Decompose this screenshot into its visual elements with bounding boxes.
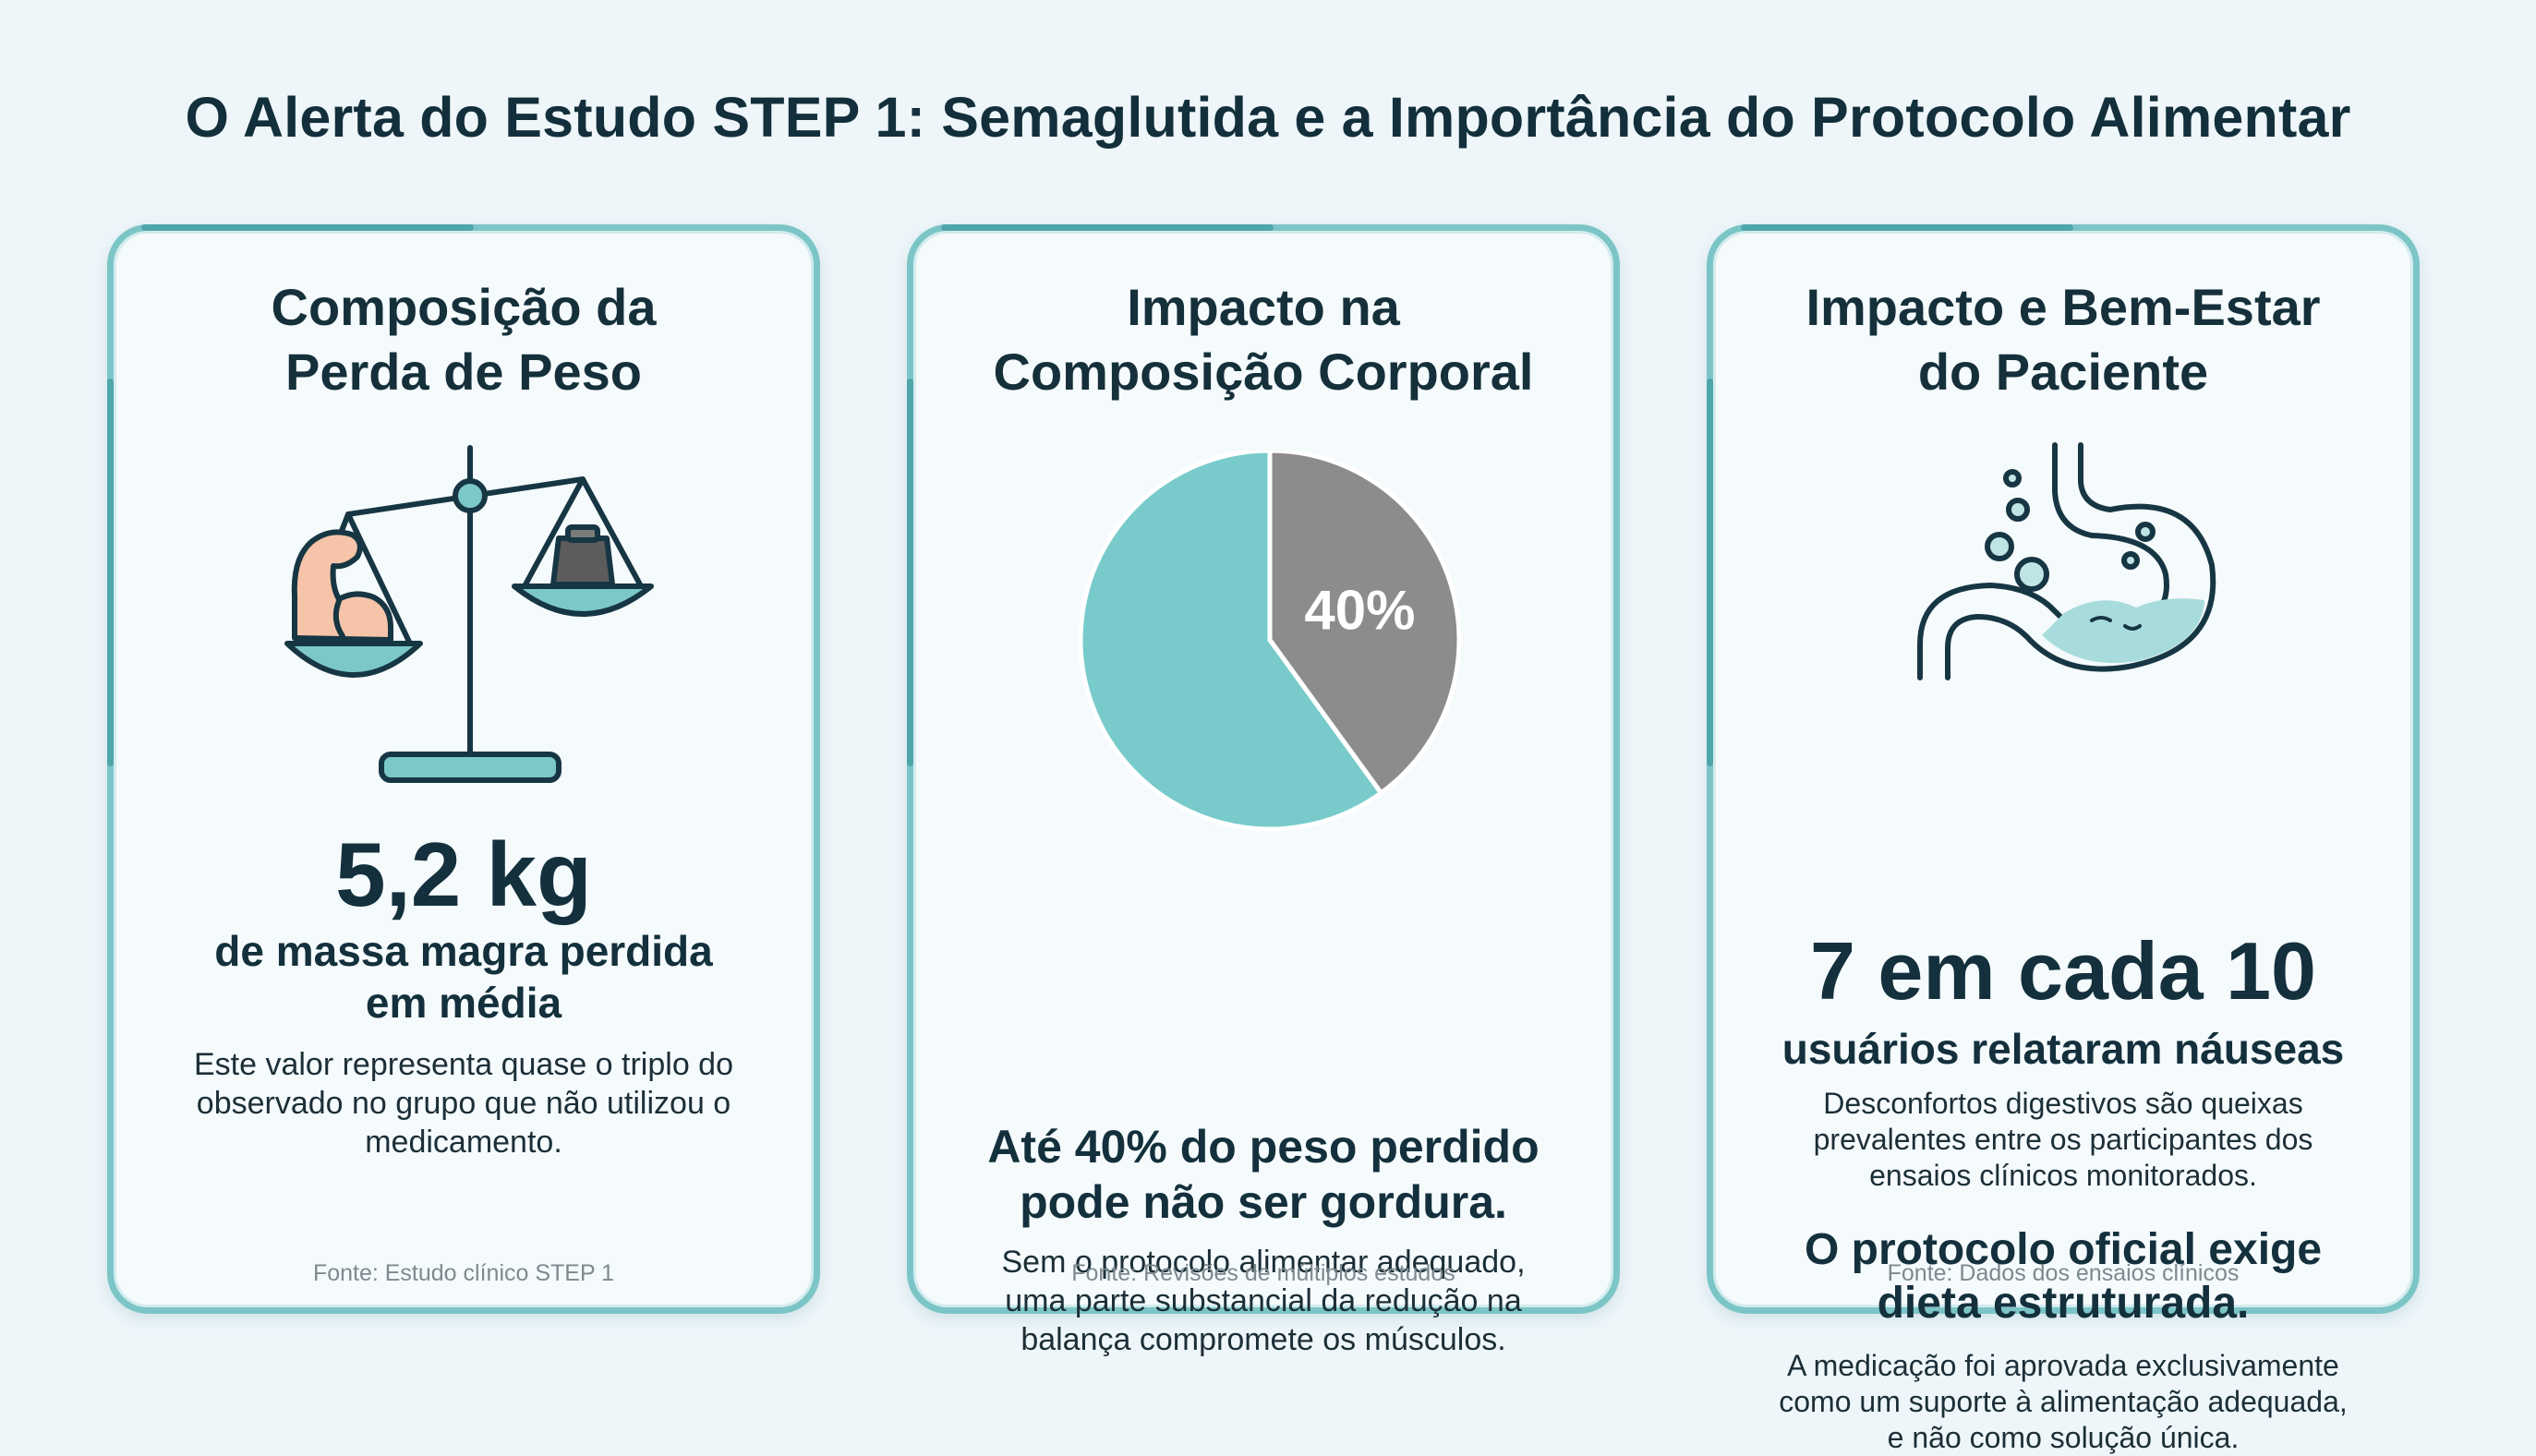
stat-label: usuários relataram náuseas [1781, 1025, 2345, 1073]
headline-line: pode não ser gordura. [1020, 1176, 1507, 1228]
stat-label-line: em média [365, 979, 562, 1027]
description-line: medicamento. [365, 1125, 562, 1160]
source-note: Fonte: Revisões de múltiplos estudos [1071, 1260, 1455, 1286]
headline-line: Até 40% do peso perdido [987, 1121, 1540, 1173]
pie-slice-label: 40% [1304, 579, 1415, 641]
card-title-line: Perda de Peso [285, 343, 642, 401]
source-note: Fonte: Estudo clínico STEP 1 [312, 1260, 615, 1286]
card-title: Impacto e Bem-Estar do Paciente [1713, 275, 2413, 404]
description-line: como um suporte à alimentação adequada, [1779, 1385, 2348, 1418]
card-title: Impacto na Composição Corporal [913, 275, 1613, 404]
description-line: uma parte substancial da redução na [1005, 1283, 1522, 1318]
card-title-line: Composição da [271, 278, 657, 336]
balance-scale-icon [114, 439, 814, 789]
description-line: Sem o protocolo alimentar adequado, [1001, 1245, 1526, 1280]
card-weight-loss-composition: Composição da Perda de Peso [107, 224, 820, 1314]
page-title: O Alerta do Estudo STEP 1: Semaglutida e… [185, 86, 2351, 149]
card-description: A medicação foi aprovada exclusivamente … [1735, 1348, 2391, 1456]
description-line: observado no grupo que não utilizou o [196, 1086, 731, 1121]
card-description: Desconfortos digestivos são queixas prev… [1750, 1086, 2376, 1194]
pie-chart: 40% [913, 448, 1613, 838]
card-title-line: Impacto na [1127, 278, 1400, 336]
description-line: prevalentes entre os participantes dos [1813, 1123, 2313, 1156]
headline-line: O protocolo oficial exige [1804, 1225, 2323, 1274]
description-line: Desconfortos digestivos são queixas [1823, 1087, 2303, 1120]
card-headline: O protocolo oficial exige dieta estrutur… [1732, 1223, 2395, 1330]
description-line: balança compromete os músculos. [1020, 1322, 1506, 1357]
card-title-line: do Paciente [1917, 343, 2209, 401]
card-description: Sem o protocolo alimentar adequado, uma … [950, 1243, 1576, 1359]
description-line: e não como solução única. [1887, 1421, 2240, 1454]
card-title-line: Impacto e Bem-Estar [1805, 278, 2321, 336]
lean-mass-stat: 5,2 kg [335, 824, 592, 925]
stomach-icon [1713, 436, 2413, 685]
card-headline: Até 40% do peso perdido pode não ser gor… [932, 1119, 1595, 1230]
card-title-line: Composição Corporal [993, 343, 1534, 401]
nausea-stat: 7 em cada 10 [1810, 925, 2316, 1017]
pie-slice-40-percent [1267, 448, 1462, 797]
card-patient-wellbeing: Impacto e Bem-Estar do Paciente [1707, 224, 2420, 1454]
stat-label: de massa magra perdida em média [114, 925, 814, 1029]
headline-line: dieta estruturada. [1877, 1279, 2250, 1328]
source-note: Fonte: Dados dos ensaios clínicos [1887, 1260, 2240, 1286]
stat-label-line: de massa magra perdida [214, 927, 713, 975]
card-description: Este valor representa quase o triplo do … [151, 1045, 777, 1161]
card-title: Composição da Perda de Peso [114, 275, 814, 404]
description-line: Este valor representa quase o triplo do [193, 1047, 733, 1082]
card-body-composition: Impacto na Composição Corporal 40% Até 4… [907, 224, 1620, 1357]
pie-slice-remainder [1078, 448, 1384, 832]
description-line: ensaios clínicos monitorados. [1869, 1159, 2257, 1192]
